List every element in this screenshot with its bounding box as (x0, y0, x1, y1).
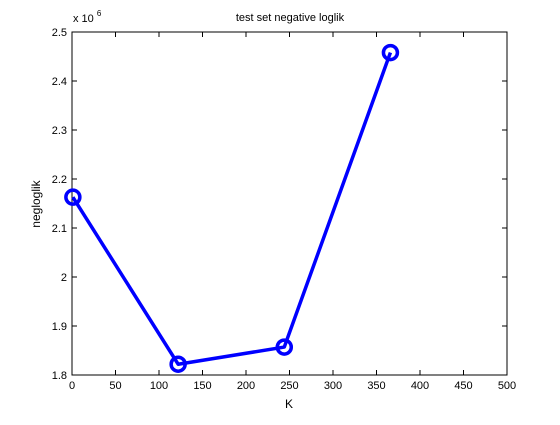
y-tick-label: 1.8 (52, 370, 67, 382)
x-tick-label: 200 (237, 380, 255, 392)
x-tick-label: 0 (69, 380, 75, 392)
x-tick-label: 500 (498, 380, 516, 392)
y-tick-label: 2.1 (52, 223, 67, 235)
y-multiplier-exponent: 6 (97, 9, 102, 18)
data-point-marker (275, 338, 294, 356)
y-axis-multiplier: x 10 6 (73, 9, 102, 25)
data-point-marker (64, 188, 82, 206)
chart-title: test set negative loglik (236, 12, 345, 24)
y-tick-label: 2.3 (52, 125, 67, 137)
y-tick-label: 2 (61, 272, 67, 284)
x-tick-label: 300 (324, 380, 342, 392)
plot-frame (71, 31, 508, 376)
x-tick-label: 400 (411, 380, 429, 392)
data-point-marker (169, 355, 187, 373)
x-axis-label: K (285, 397, 293, 411)
x-axis: 0 50 100 150 200 250 300 350 400 450 500 (69, 32, 516, 392)
x-tick-label: 450 (454, 380, 472, 392)
series-layer (64, 43, 400, 373)
y-multiplier-base: x 10 (73, 13, 94, 25)
y-axis: 1.8 1.9 2 2.1 2.2 2.3 2.4 2.5 (52, 27, 507, 382)
data-point-marker (381, 43, 400, 62)
series-line (71, 51, 393, 366)
y-tick-label: 2.4 (52, 76, 67, 88)
y-tick-label: 1.9 (52, 321, 67, 333)
x-tick-label: 350 (367, 380, 385, 392)
y-tick-label: 2.5 (52, 27, 67, 39)
x-tick-label: 50 (109, 380, 121, 392)
y-axis-label: negloglik (29, 179, 43, 227)
x-tick-label: 250 (280, 380, 298, 392)
y-tick-label: 2.2 (52, 174, 67, 186)
x-tick-label: 100 (150, 380, 168, 392)
x-tick-label: 150 (193, 380, 211, 392)
